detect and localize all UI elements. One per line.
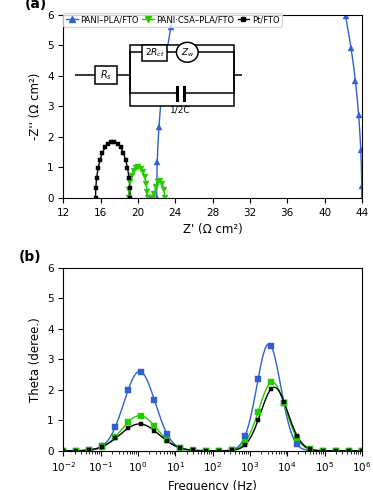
X-axis label: Frequency (Hz): Frequency (Hz) <box>168 480 257 490</box>
Text: (a): (a) <box>25 0 47 11</box>
Legend: PANI–PLA/FTO, PANI·CSA–PLA/FTO, Pt/FTO: PANI–PLA/FTO, PANI·CSA–PLA/FTO, Pt/FTO <box>63 13 282 27</box>
Y-axis label: -Z'' (Ω cm²): -Z'' (Ω cm²) <box>28 73 41 140</box>
Text: (b): (b) <box>19 250 41 264</box>
Y-axis label: Theta (deree.): Theta (deree.) <box>28 317 41 402</box>
X-axis label: Z' (Ω cm²): Z' (Ω cm²) <box>183 223 242 236</box>
